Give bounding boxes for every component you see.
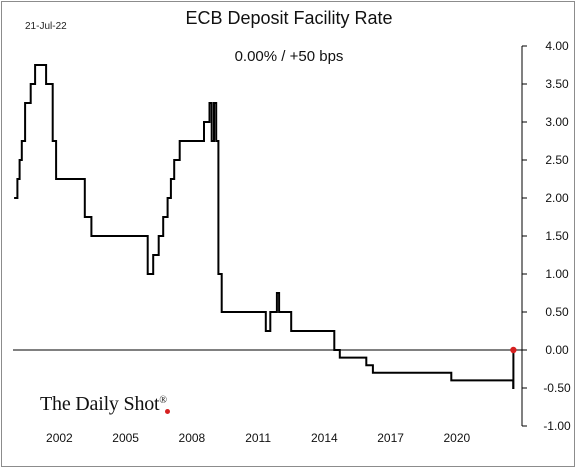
chart-date: 21-Jul-22 <box>25 21 67 32</box>
y-tick-label: 1.00 <box>545 267 569 281</box>
y-tick-label: 0.50 <box>545 305 569 319</box>
y-tick-label: 1.50 <box>545 229 569 243</box>
y-tick-label: 4.00 <box>545 39 569 53</box>
y-tick-label: 2.00 <box>545 191 569 205</box>
chart-title: ECB Deposit Facility Rate <box>185 8 393 28</box>
y-tick-label: 3.50 <box>545 77 569 91</box>
y-tick-label: 3.00 <box>545 115 569 129</box>
x-tick-label: 2008 <box>179 431 206 445</box>
last-point-marker <box>510 346 517 354</box>
series-line <box>14 64 515 389</box>
y-tick-label: -0.50 <box>543 381 571 395</box>
logo-red-dot <box>165 409 170 414</box>
x-tick-label: 2011 <box>245 431 271 445</box>
x-tick-label: 2005 <box>112 431 139 445</box>
y-tick-label: 2.50 <box>545 153 569 167</box>
y-tick-label: -1.00 <box>543 419 571 433</box>
x-tick-label: 2014 <box>311 431 338 445</box>
x-tick-label: 2017 <box>377 431 404 445</box>
logo-registered-mark: ® <box>159 395 167 406</box>
logo-text: The Daily Shot <box>40 393 160 415</box>
chart-subtitle: 0.00% / +50 bps <box>234 48 344 65</box>
daily-shot-logo: The Daily Shot® <box>40 393 167 416</box>
y-tick-label: 0.00 <box>545 343 569 357</box>
x-tick-label: 2020 <box>444 431 471 445</box>
x-tick-label: 2002 <box>46 431 73 445</box>
